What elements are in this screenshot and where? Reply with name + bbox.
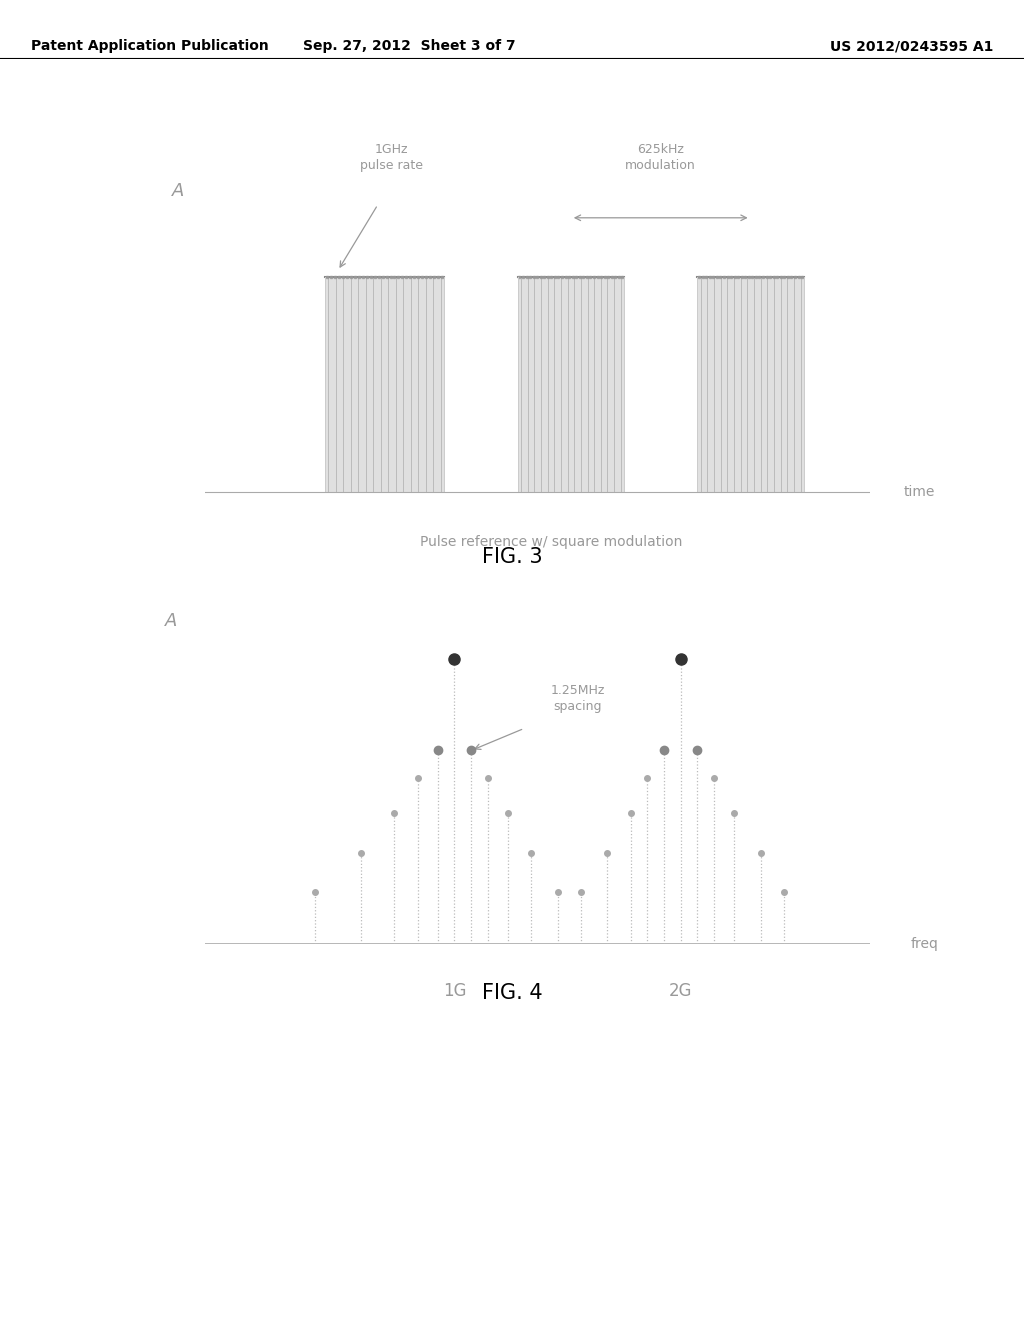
Text: 1GHz
pulse rate: 1GHz pulse rate — [359, 143, 423, 172]
Text: 1.25MHz
spacing: 1.25MHz spacing — [550, 684, 605, 713]
Text: 625kHz
modulation: 625kHz modulation — [626, 143, 696, 172]
Bar — [518, 277, 625, 492]
Text: 2G: 2G — [669, 982, 692, 999]
Text: Sep. 27, 2012  Sheet 3 of 7: Sep. 27, 2012 Sheet 3 of 7 — [303, 40, 516, 53]
Bar — [697, 277, 804, 492]
Bar — [325, 277, 444, 492]
Text: Patent Application Publication: Patent Application Publication — [31, 40, 268, 53]
Text: Pulse reference w/ square modulation: Pulse reference w/ square modulation — [420, 535, 682, 549]
Text: 1G: 1G — [442, 982, 466, 999]
Text: FIG. 3: FIG. 3 — [481, 546, 543, 568]
Text: A: A — [165, 611, 178, 630]
Text: FIG. 4: FIG. 4 — [481, 982, 543, 1003]
Text: A: A — [172, 182, 184, 201]
Text: time: time — [904, 484, 935, 499]
Text: US 2012/0243595 A1: US 2012/0243595 A1 — [829, 40, 993, 53]
Text: freq: freq — [910, 937, 938, 950]
